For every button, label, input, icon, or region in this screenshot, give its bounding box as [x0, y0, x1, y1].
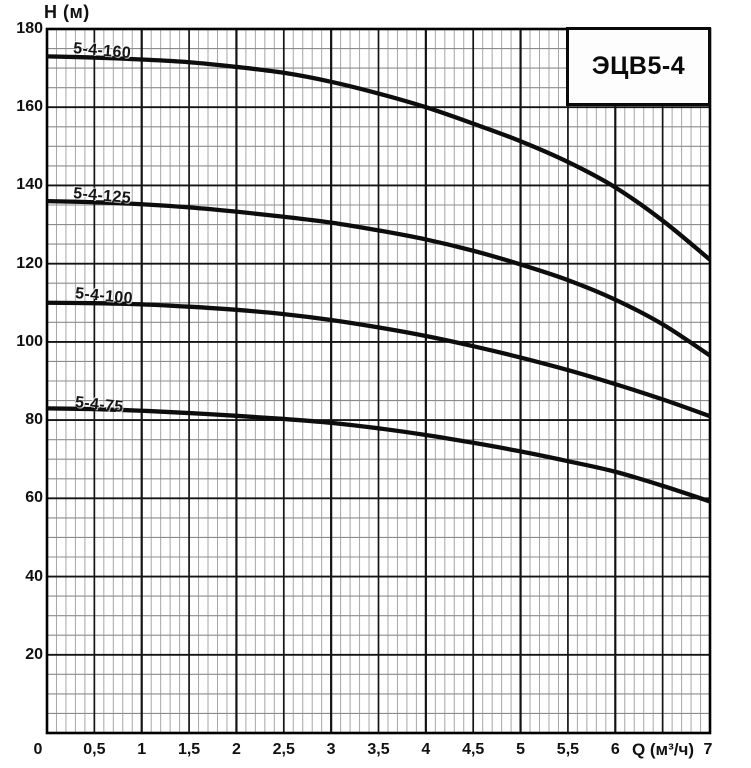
chart-title-box: ЭЦВ5-4 [566, 27, 711, 106]
y-axis-title: Н (м) [44, 2, 90, 22]
x-axis-title: Q (м³/ч) [631, 740, 695, 759]
chart-title: ЭЦВ5-4 [591, 52, 686, 80]
